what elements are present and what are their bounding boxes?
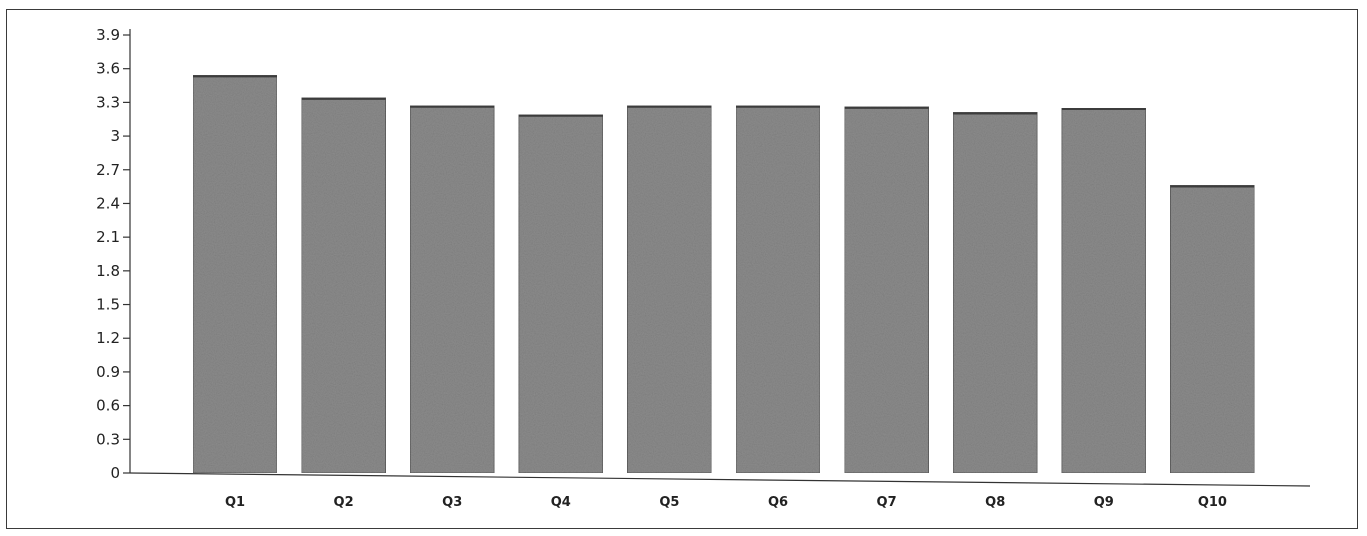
y-tick-label: 3 (110, 127, 120, 145)
y-tick-label: 1.8 (96, 262, 120, 280)
bar-q8 (952, 111, 1038, 474)
x-tick-label: Q8 (985, 495, 1005, 510)
bar-q4 (518, 114, 604, 474)
bar-q9 (1061, 107, 1147, 474)
y-tick-label: 0.9 (96, 363, 120, 381)
x-axis-line (129, 472, 1311, 487)
y-tick-label: 2.7 (96, 161, 120, 179)
y-tick-label: 0.3 (96, 430, 120, 448)
y-tick-label: 2.4 (96, 194, 120, 212)
x-tick-label: Q5 (659, 495, 679, 510)
x-tick-label: Q10 (1198, 495, 1227, 510)
x-tick-label: Q1 (225, 495, 245, 510)
x-tick-label: Q4 (551, 495, 571, 510)
bar-q6 (735, 105, 821, 474)
x-tick-label: Q3 (442, 495, 462, 510)
x-tick-label: Q6 (768, 495, 788, 510)
y-tick-label: 3.9 (96, 26, 120, 44)
bar-q10 (1169, 184, 1255, 474)
bar-q5 (626, 105, 712, 474)
chart-frame (6, 9, 1358, 529)
x-axis: Q1 Q2 Q3 Q4 Q5 Q6 Q7 Q8 Q9 Q10 (129, 472, 1311, 510)
y-axis: 0 0.3 0.6 0.9 1.2 1.5 1.8 2.1 2.4 2.7 3 3.3 3.6 3.9 (96, 26, 131, 482)
bar-q1 (192, 74, 278, 474)
y-tick-label: 0 (110, 464, 120, 482)
y-tick-label: 3.3 (96, 93, 120, 111)
bars (192, 74, 1255, 474)
x-tick-label: Q9 (1094, 495, 1114, 510)
y-tick-label: 2.1 (96, 228, 120, 246)
bar-q3 (409, 105, 495, 474)
x-tick-label: Q7 (877, 495, 897, 510)
bar-q2 (301, 97, 387, 474)
y-tick-label: 1.5 (96, 296, 120, 314)
y-tick-label: 0.6 (96, 397, 120, 415)
y-tick-label: 1.2 (96, 329, 120, 347)
y-tick-label: 3.6 (96, 60, 120, 78)
bar-q7 (844, 106, 930, 474)
x-tick-label: Q2 (334, 495, 354, 510)
